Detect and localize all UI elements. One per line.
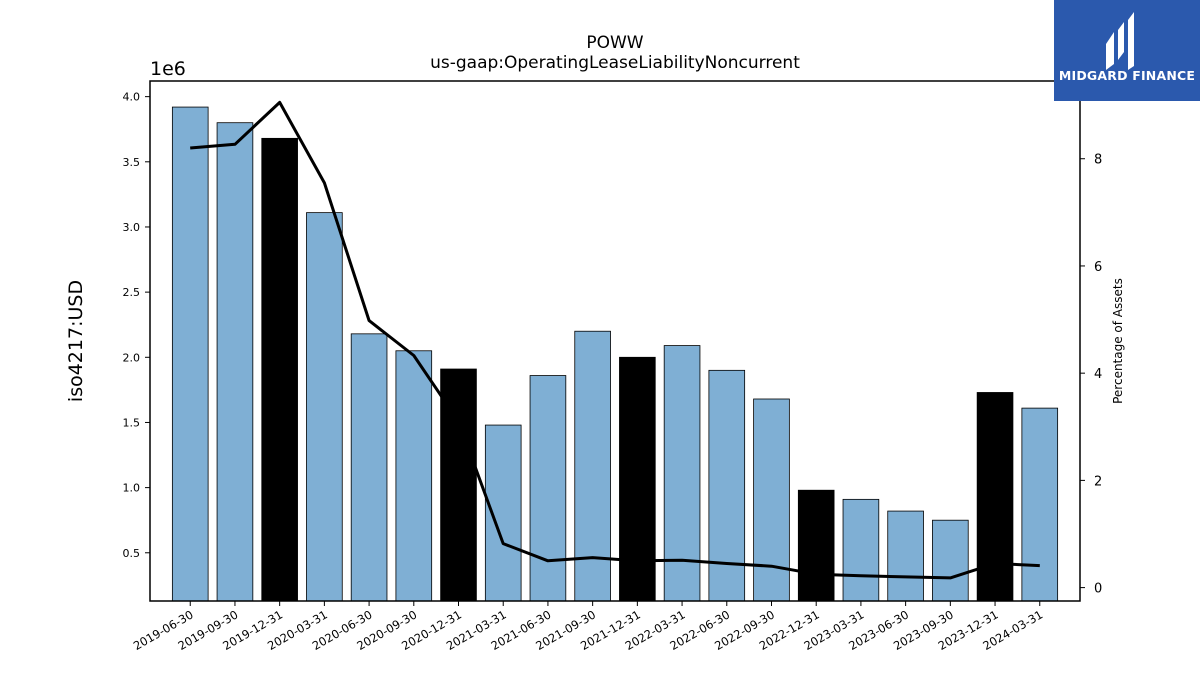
bar bbox=[887, 510, 924, 602]
y2-tick-label: 6 bbox=[1094, 260, 1102, 275]
bar bbox=[797, 489, 835, 602]
bar bbox=[1021, 407, 1059, 602]
y-tick-label: 3.0 bbox=[123, 221, 141, 234]
y-tick-label: 3.5 bbox=[123, 156, 141, 169]
logo-mark-icon bbox=[1106, 12, 1134, 70]
y2-tick-label: 4 bbox=[1094, 367, 1102, 382]
bar bbox=[350, 333, 388, 602]
bar bbox=[440, 368, 477, 602]
bar bbox=[574, 330, 611, 602]
y-tick-label: 2.5 bbox=[123, 286, 141, 299]
bar bbox=[932, 519, 969, 602]
bar bbox=[306, 212, 343, 602]
midgard-finance-logo: MIDGARD FINANCE bbox=[1054, 0, 1200, 101]
percentage-line bbox=[190, 100, 1040, 580]
plot-frame bbox=[149, 80, 1081, 602]
y-tick-label: 1.0 bbox=[123, 482, 141, 495]
y-tick-label: 0.5 bbox=[123, 547, 141, 560]
bar bbox=[529, 375, 567, 602]
y-tick-label: 4.0 bbox=[123, 91, 141, 104]
y-tick-label: 2.0 bbox=[123, 351, 141, 364]
bar bbox=[395, 350, 433, 602]
bar bbox=[663, 345, 701, 602]
bar bbox=[708, 369, 746, 602]
y-offset-label: 1e6 bbox=[150, 58, 186, 80]
bar bbox=[171, 106, 209, 602]
bar bbox=[216, 122, 254, 602]
y2-tick-label: 2 bbox=[1094, 474, 1102, 489]
bar bbox=[753, 398, 790, 602]
y-tick-label: 1.5 bbox=[123, 416, 141, 429]
y-axis-label: iso4217:USD bbox=[65, 280, 87, 402]
chart-subtitle: us-gaap:OperatingLeaseLiabilityNoncurren… bbox=[430, 53, 800, 73]
logo-text: MIDGARD FINANCE bbox=[1058, 68, 1196, 83]
bar bbox=[261, 137, 298, 602]
y2-tick-label: 0 bbox=[1094, 582, 1102, 597]
bar bbox=[619, 356, 656, 602]
y2-tick-label: 8 bbox=[1094, 153, 1102, 168]
bar bbox=[842, 498, 880, 602]
bar bbox=[976, 392, 1014, 602]
chart-title: POWW bbox=[586, 33, 644, 53]
y2-axis-label: Percentage of Assets bbox=[1111, 278, 1125, 404]
